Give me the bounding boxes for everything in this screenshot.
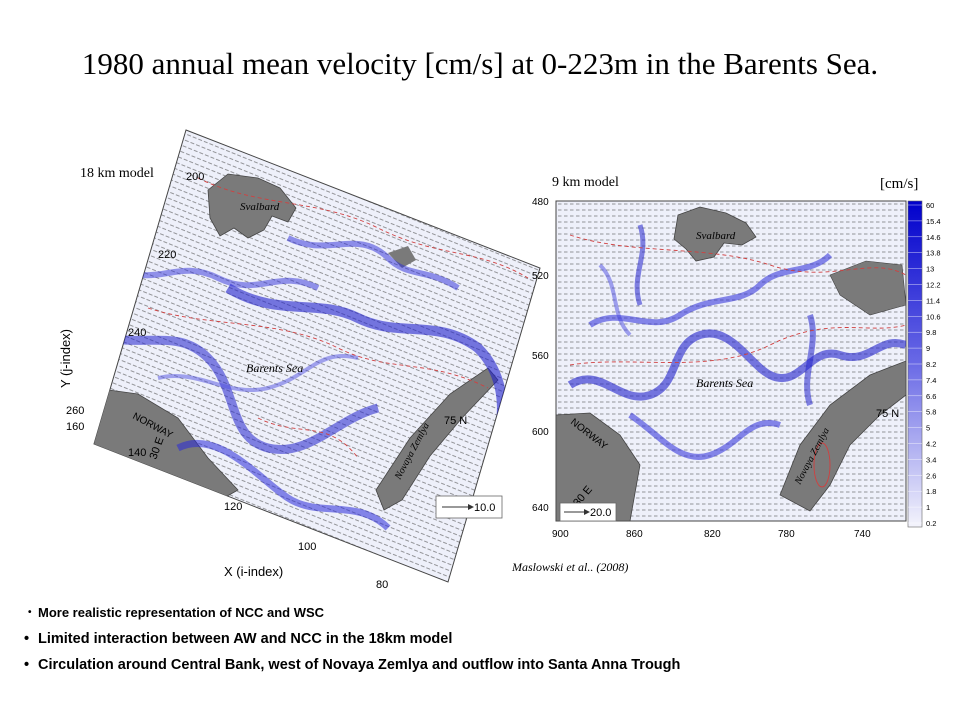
left-xtick-100: 100 [298,541,316,553]
colorbar-tick-label: 1 [926,503,930,512]
colorbar-tick-label: 14.6 [926,233,941,242]
left-xlabel: X (i-index) [224,564,283,579]
left-xtick-140: 140 [128,447,146,459]
left-lat-label: 75 N [444,415,467,427]
page-title: 1980 annual mean velocity [cm/s] at 0-22… [81,46,879,81]
left-ylabel: Y (j-index) [58,329,73,388]
left-barents-label: Barents Sea [246,361,303,375]
right-lat-label: 75 N [876,408,899,420]
left-ytick-200: 200 [186,171,204,183]
colorbar-tick-label: 8.2 [926,360,936,369]
right-panel-caption: 9 km model [552,175,619,190]
colorbar-tick-label: 15.4 [926,217,941,226]
right-svalbard-label: Svalbard [696,230,736,242]
bullet-text: Limited interaction between AW and NCC i… [38,631,453,647]
colorbar-tick-label: 5.8 [926,408,936,417]
right-ytick-520: 520 [532,271,549,282]
bullet-dot-icon: • [24,631,30,647]
left-reference-arrow-icon [468,504,474,510]
right-xtick-740: 740 [854,529,871,540]
right-svalbard-land [673,206,757,262]
bullet-item: • Limited interaction between AW and NCC… [24,630,944,648]
bullet-dot-icon: • [24,657,30,673]
right-ytick-560: 560 [532,351,549,362]
citation: Maslowski et al.. (2008) [512,560,629,574]
left-svalbard-land [207,173,297,239]
colorbar-tick-label: 7.4 [926,376,936,385]
right-barents-label: Barents Sea [696,376,753,390]
left-svalbard-label: Svalbard [240,201,280,213]
left-xtick-80: 80 [376,579,388,588]
colorbar-tick-label: 10.6 [926,312,941,321]
right-velocity-map: Svalbard Barents Sea NORWAY Novaya Zemly… [532,197,941,540]
colorbar-tick-label: 9 [926,344,930,353]
left-xtick-160: 160 [66,421,84,433]
left-novaya-zemlya-land [375,367,499,511]
bullet-text: More realistic representation of NCC and… [38,605,325,620]
colorbar-tick-label: 4.2 [926,440,936,449]
colorbar-tick-label: 3.4 [926,455,936,464]
colorbar-tick-label: 2.6 [926,471,936,480]
right-norway-land [556,412,641,521]
right-xtick-780: 780 [778,529,795,540]
left-xtick-120: 120 [224,501,242,513]
colorbar-tick-label: 60 [926,201,934,210]
right-novaya-zemlya-land [779,360,906,512]
right-xtick-860: 860 [626,529,643,540]
left-ytick-240: 240 [128,327,146,339]
right-ytick-480: 480 [532,197,549,208]
colorbar-tick-label: 11.4 [926,296,940,305]
bullet-item: • More realistic representation of NCC a… [24,604,944,622]
left-reference-value: 10.0 [474,502,495,514]
left-panel-caption: 18 km model [80,166,154,181]
left-model-figure: 18 km model [58,118,548,588]
colorbar-unit: [cm/s] [880,176,919,192]
left-ytick-220: 220 [158,249,176,261]
colorbar-tick-label: 6.6 [926,392,936,401]
colorbar-tick-label: 0.2 [926,519,936,528]
colorbar-tick-label: 5 [926,424,930,433]
right-model-figure: 9 km model [510,165,950,555]
colorbar-tick-label: 13 [926,265,934,274]
colorbar-ticks: 60 15.4 14.6 13.8 13 12.2 11.4 10.6 9.8 9 8.2 7.4 6.… [908,201,941,528]
bullet-item: • Circulation around Central Bank, west … [24,656,944,674]
right-xtick-820: 820 [704,529,721,540]
right-ytick-640: 640 [532,503,549,514]
right-reference-arrow-icon [584,509,590,515]
colorbar-tick-label: 13.8 [926,249,941,258]
colorbar-tick-label: 9.8 [926,328,936,337]
bullet-list: • More realistic representation of NCC a… [24,604,944,682]
colorbar-tick-label: 1.8 [926,487,936,496]
right-reference-value: 20.0 [590,507,611,519]
left-ytick-260: 260 [66,405,84,417]
colorbar-tick-label: 12.2 [926,281,941,290]
left-velocity-map: Svalbard Barents Sea NORWAY Novaya Zemly… [58,129,541,588]
bullet-dot-icon: • [28,607,32,618]
right-ytick-600: 600 [532,427,549,438]
bullet-text: Circulation around Central Bank, west of… [38,657,681,673]
right-xtick-900: 900 [552,529,569,540]
